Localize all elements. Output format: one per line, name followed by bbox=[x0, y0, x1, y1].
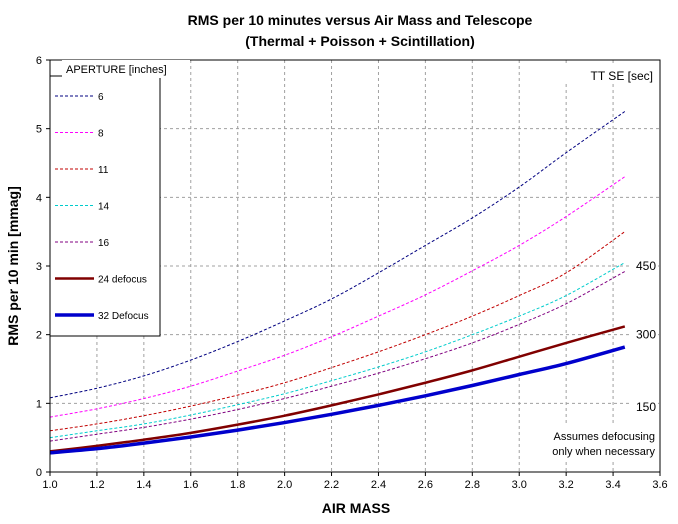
legend-box bbox=[49, 75, 161, 337]
tt-se-value-bg bbox=[630, 256, 658, 272]
x-tick-label: 1.0 bbox=[42, 479, 57, 491]
y-tick-label: 4 bbox=[36, 192, 42, 204]
legend-title: APERTURE [inches] bbox=[66, 64, 167, 76]
series-line-3 bbox=[49, 262, 626, 439]
legend-label-2: 11 bbox=[98, 165, 109, 176]
y-tick-label: 5 bbox=[36, 124, 42, 136]
x-tick-label: 1.2 bbox=[89, 479, 104, 491]
tt-se-label: TT SE [sec] bbox=[591, 69, 653, 83]
series-line-1 bbox=[49, 176, 626, 418]
x-tick-label: 1.8 bbox=[230, 479, 245, 491]
tt-se-bg bbox=[552, 64, 656, 84]
legend: APERTURE [inches] 6 8 11 14 16 24 defocus 32 D… bbox=[49, 60, 190, 337]
y-tick-label: 6 bbox=[36, 55, 42, 67]
legend-label-4: 16 bbox=[98, 238, 110, 249]
x-tick-label: 2.4 bbox=[371, 479, 386, 491]
y-axis-label: RMS per 10 min [mmag] bbox=[5, 186, 21, 345]
note-bg bbox=[528, 426, 658, 460]
note-line-1: Assumes defocusing bbox=[554, 431, 656, 443]
x-tick-label: 1.4 bbox=[136, 479, 151, 491]
legend-items: 6 8 11 14 16 24 defocus 32 Defocus bbox=[55, 92, 149, 322]
y-tick-label: 1 bbox=[36, 398, 42, 410]
legend-label-3: 14 bbox=[98, 202, 110, 213]
y-tick-label: 3 bbox=[36, 261, 42, 273]
legend-title-bg bbox=[62, 60, 190, 78]
x-tick-label: 2.0 bbox=[277, 479, 292, 491]
x-tick-label: 3.6 bbox=[652, 479, 667, 491]
chart-subtitle: (Thermal + Poisson + Scintillation) bbox=[245, 33, 475, 49]
tt-se-value-0: 450 bbox=[636, 259, 656, 273]
note-line-2: only when necessary bbox=[552, 446, 655, 458]
tt-se-values: 450 300 150 bbox=[630, 256, 658, 414]
series-layer bbox=[49, 111, 626, 455]
legend-label-0: 6 bbox=[98, 92, 104, 103]
tt-se-value-bg bbox=[630, 396, 658, 413]
chart-title: RMS per 10 minutes versus Air Mass and T… bbox=[188, 12, 533, 28]
x-tick-label: 2.2 bbox=[324, 479, 339, 491]
x-tick-label: 3.4 bbox=[605, 479, 620, 491]
tt-se-value-bg bbox=[630, 324, 658, 341]
legend-label-5: 24 defocus bbox=[98, 275, 147, 286]
x-tick-label: 3.2 bbox=[559, 479, 574, 491]
series-line-6 bbox=[49, 345, 626, 455]
tt-se-value-1: 300 bbox=[636, 328, 656, 342]
series-line-0 bbox=[49, 111, 626, 399]
series-line-4 bbox=[49, 271, 626, 442]
x-axis-label: AIR MASS bbox=[322, 500, 390, 516]
tt-se-value-2: 150 bbox=[636, 400, 656, 414]
legend-label-1: 8 bbox=[98, 129, 104, 140]
x-tick-label: 1.6 bbox=[183, 479, 198, 491]
ticks: 1.0 1.2 1.4 1.6 1.8 2.0 2.2 2.4 2.6 2.8 3.0 3.2 3.4 3… bbox=[36, 55, 668, 491]
x-tick-label: 2.6 bbox=[418, 479, 433, 491]
x-tick-label: 3.0 bbox=[512, 479, 527, 491]
y-tick-label: 0 bbox=[36, 467, 42, 479]
y-tick-label: 2 bbox=[36, 330, 42, 342]
legend-label-6: 32 Defocus bbox=[98, 311, 149, 322]
x-tick-label: 2.8 bbox=[465, 479, 480, 491]
series-line-5 bbox=[49, 325, 626, 453]
series-line-2 bbox=[49, 231, 626, 432]
